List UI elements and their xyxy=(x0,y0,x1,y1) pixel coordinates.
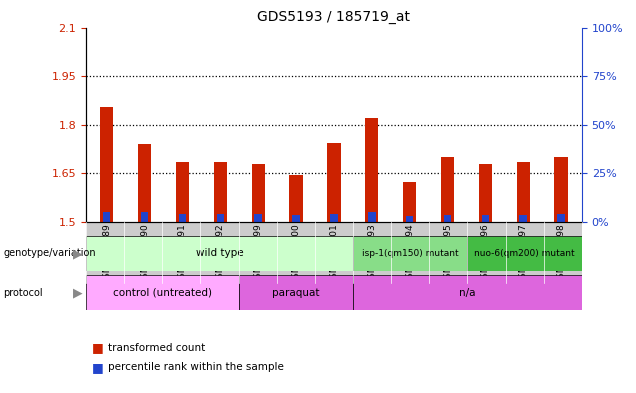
Text: ■: ■ xyxy=(92,341,104,354)
Bar xyxy=(214,162,227,222)
Bar xyxy=(406,216,413,222)
Bar xyxy=(441,157,454,222)
Bar xyxy=(289,175,303,222)
Text: transformed count: transformed count xyxy=(108,343,205,353)
Bar xyxy=(557,214,565,222)
Text: isp-1(qm150) mutant: isp-1(qm150) mutant xyxy=(362,249,459,258)
Bar xyxy=(179,214,186,222)
Bar xyxy=(293,215,300,222)
Bar xyxy=(254,214,262,222)
Text: nuo-6(qm200) mutant: nuo-6(qm200) mutant xyxy=(474,249,575,258)
Bar xyxy=(555,157,568,222)
Bar xyxy=(444,215,452,222)
Text: protocol: protocol xyxy=(3,288,43,298)
Text: paraquat: paraquat xyxy=(272,288,319,298)
Bar xyxy=(141,212,148,222)
Text: percentile rank within the sample: percentile rank within the sample xyxy=(108,362,284,373)
Title: GDS5193 / 185719_at: GDS5193 / 185719_at xyxy=(258,10,410,24)
Text: control (untreated): control (untreated) xyxy=(113,288,212,298)
Text: genotype/variation: genotype/variation xyxy=(3,248,96,259)
Bar xyxy=(328,143,340,222)
Text: ■: ■ xyxy=(92,361,104,374)
Bar xyxy=(176,162,189,222)
Bar xyxy=(251,164,265,222)
Bar xyxy=(103,212,111,222)
Bar xyxy=(481,215,489,222)
Bar xyxy=(138,144,151,222)
Bar xyxy=(216,214,224,222)
Bar xyxy=(100,107,113,222)
Text: wild type: wild type xyxy=(196,248,243,259)
Bar xyxy=(467,236,582,271)
Bar xyxy=(238,275,353,310)
Bar xyxy=(403,182,417,222)
Bar xyxy=(516,162,530,222)
Text: ▶: ▶ xyxy=(73,286,83,299)
Text: n/a: n/a xyxy=(459,288,476,298)
Bar xyxy=(353,275,582,310)
Bar xyxy=(353,236,467,271)
Bar xyxy=(365,118,378,222)
Text: ▶: ▶ xyxy=(73,247,83,260)
Bar xyxy=(86,275,238,310)
Bar xyxy=(330,214,338,222)
Bar xyxy=(479,164,492,222)
Bar xyxy=(520,215,527,222)
Bar xyxy=(86,236,353,271)
Bar xyxy=(368,212,375,222)
